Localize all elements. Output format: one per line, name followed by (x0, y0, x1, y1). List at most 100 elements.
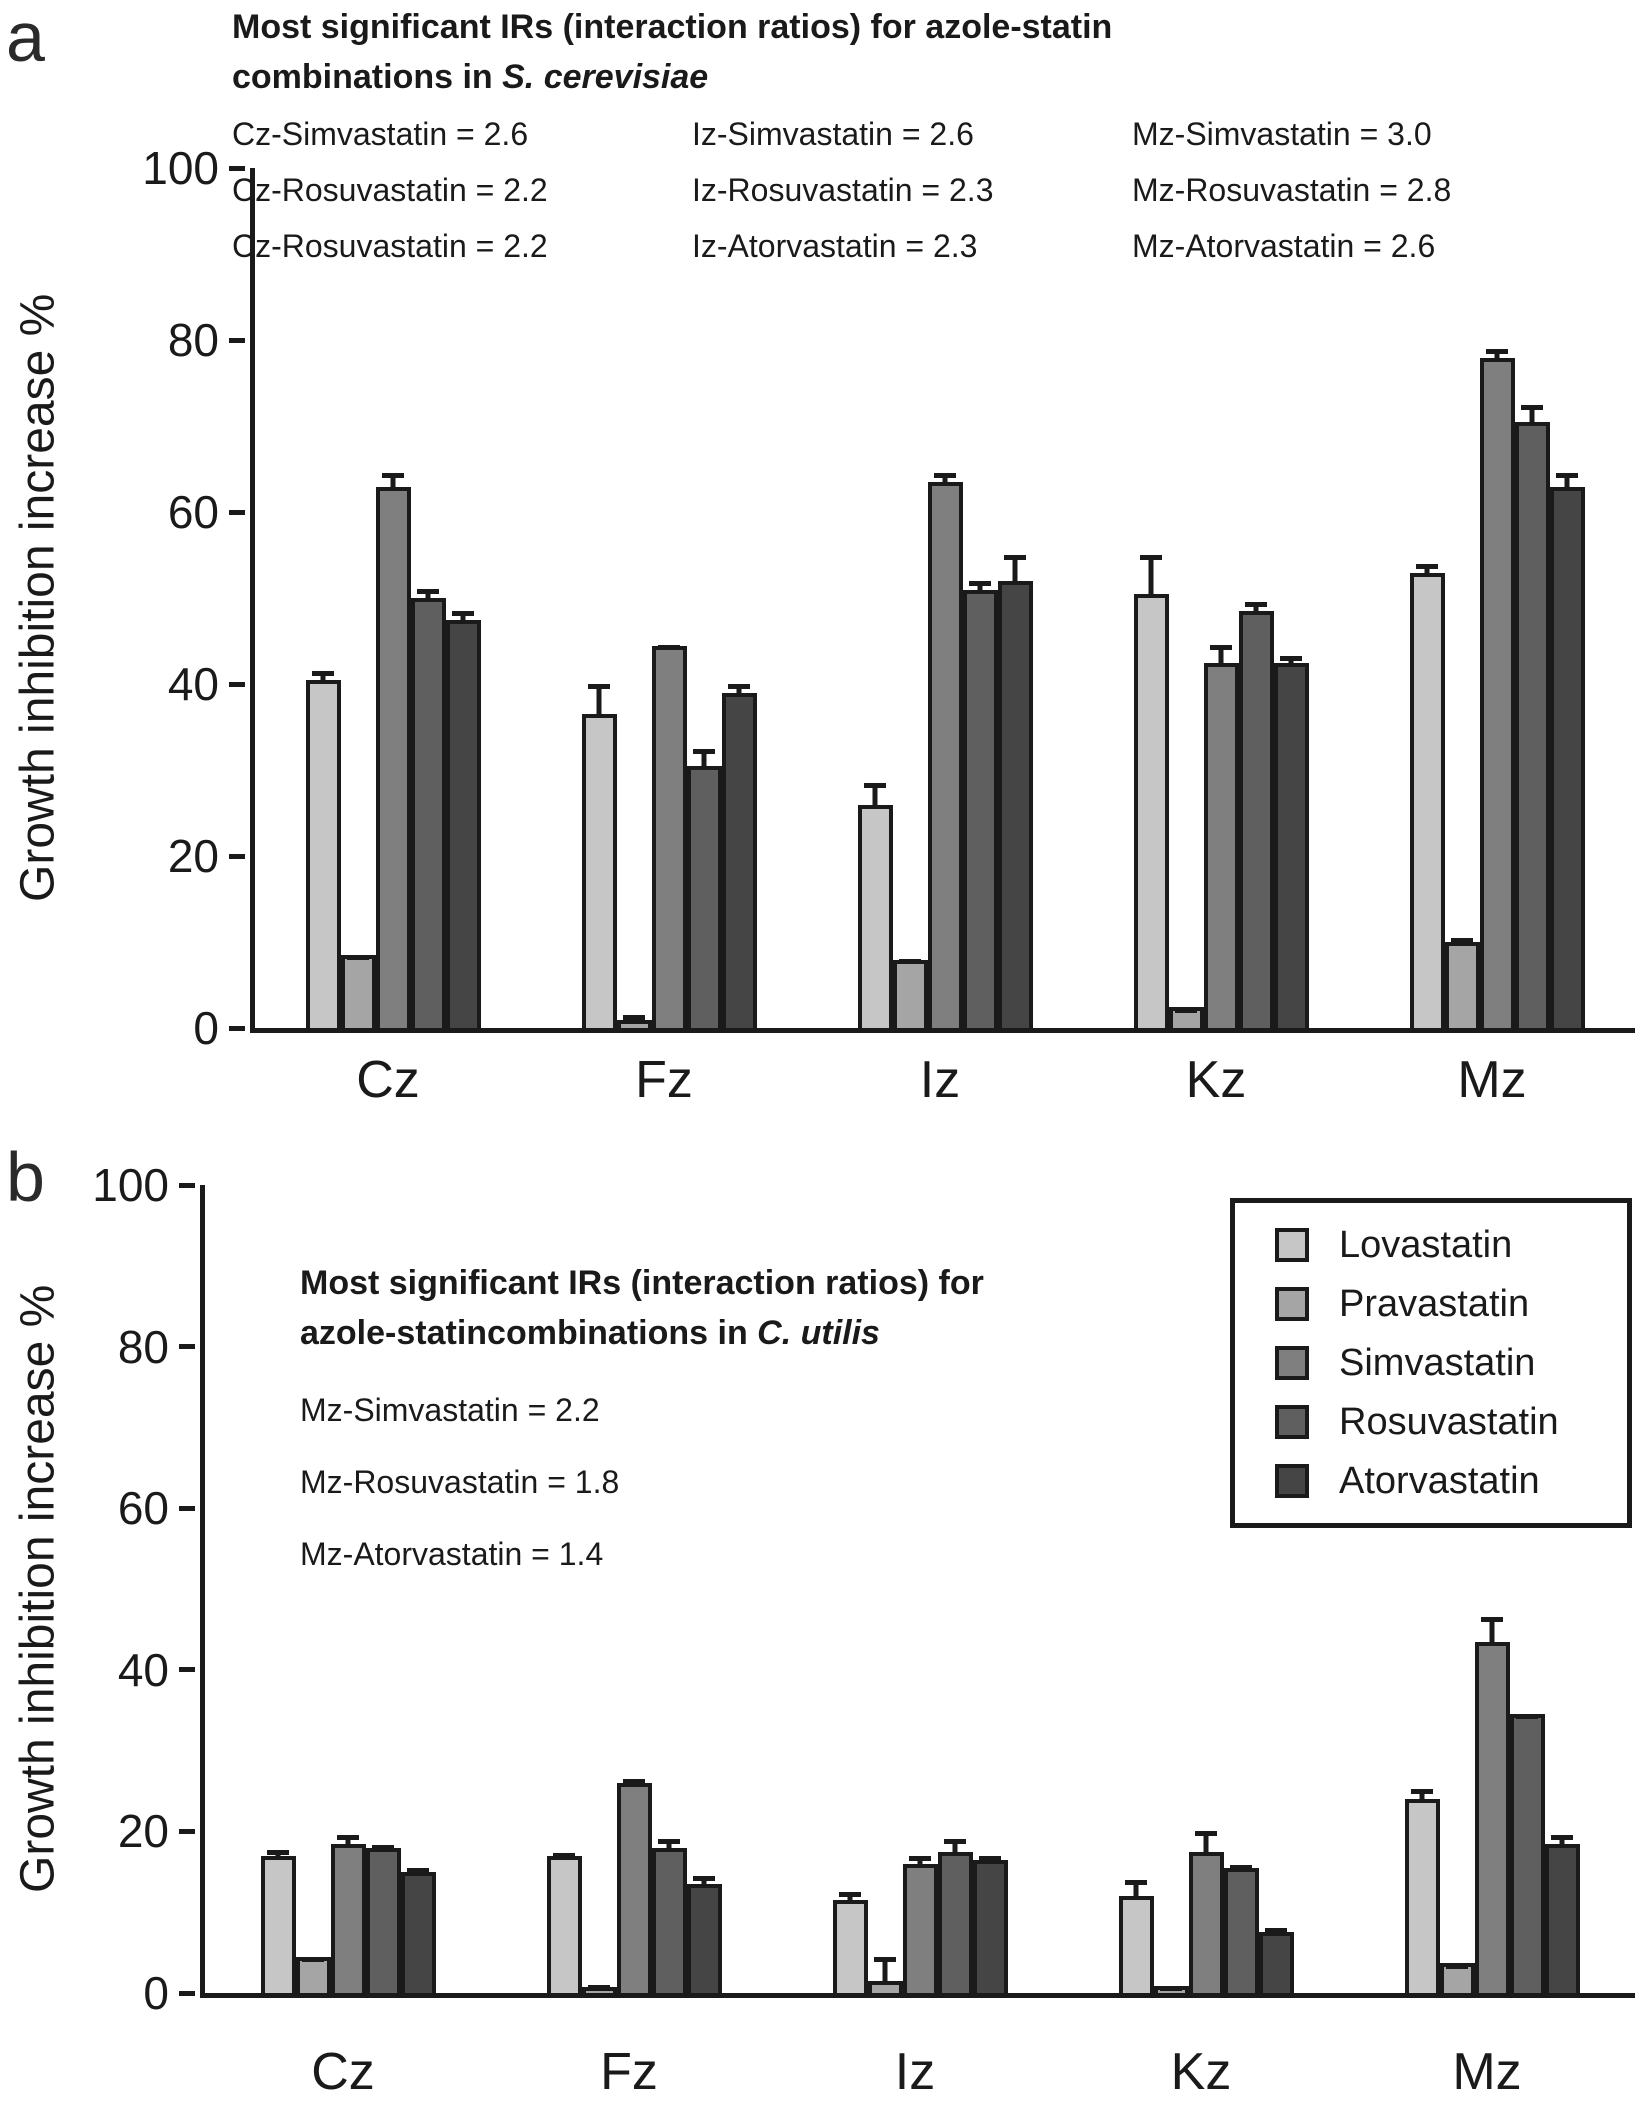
error-bar (1521, 404, 1543, 426)
bar-lovastatin-mz (1409, 563, 1445, 1028)
bar-simvastatin-kz (1188, 1831, 1224, 1993)
bar-rosuvastatin-cz (365, 1845, 401, 1993)
bar-atorvastatin-fz (721, 684, 757, 1028)
bar-simvastatin-fz (616, 1778, 652, 1993)
bar-atorvastatin-cz (445, 610, 481, 1028)
annotation-line: Cz-Rosuvastatin = 2.2 (232, 228, 548, 264)
error-bar (1411, 1788, 1433, 1804)
panel-a-x-axis-labels: Cz Fz Iz Kz Mz (250, 1050, 1630, 1110)
error-bar (979, 1855, 1001, 1864)
species-name-italic: S. cerevisiae (502, 58, 709, 96)
error-bar (1280, 655, 1302, 667)
bar-atorvastatin-mz (1544, 1835, 1580, 1993)
error-bar (1446, 1963, 1468, 1969)
error-bar (588, 1984, 610, 1992)
legend-item-lovastatin: Lovastatin (1275, 1226, 1627, 1264)
bar-simvastatin-mz (1479, 348, 1515, 1028)
bar-pravastatin-kz (1153, 1985, 1189, 1993)
error-bar (623, 1015, 645, 1024)
bar-simvastatin-iz (902, 1856, 938, 1993)
bar-lovastatin-fz (581, 684, 617, 1028)
panel-a-annotations-iz: Iz-Simvastatin = 2.6 Iz-Rosuvastatin = 2… (692, 106, 993, 274)
error-bar (407, 1867, 429, 1876)
panel-a-group-mz (1359, 168, 1635, 1028)
bar-pravastatin-fz (616, 1015, 652, 1028)
legend-label: Atorvastatin (1339, 1460, 1540, 1502)
bar-pravastatin-kz (1168, 1006, 1204, 1028)
panel-a-annotations-mz: Mz-Simvastatin = 3.0 Mz-Rosuvastatin = 2… (1132, 106, 1451, 274)
bar-atorvastatin-fz (686, 1875, 722, 1993)
error-bar (864, 782, 886, 809)
legend-label: Simvastatin (1339, 1342, 1536, 1384)
error-bar (658, 645, 680, 651)
y-tick-100: 100 (92, 1162, 195, 1208)
legend-label: Lovastatin (1339, 1224, 1513, 1266)
error-bar (1175, 1008, 1197, 1014)
panel-b-group-fz (491, 1185, 777, 1993)
bar-atorvastatin-kz (1258, 1928, 1294, 1993)
error-bar (1486, 348, 1508, 362)
y-tick-80: 80 (118, 1324, 195, 1370)
bar-atorvastatin-kz (1273, 655, 1309, 1028)
y-tick-80: 80 (168, 317, 245, 363)
panel-b-title-line1: Most significant IRs (interaction ratios… (300, 1264, 984, 1302)
error-bar (909, 1856, 931, 1868)
error-bar (452, 610, 474, 624)
panel-a-group-kz (1083, 168, 1359, 1028)
x-label-iz: Iz (894, 2043, 936, 2101)
annotation-line: Iz-Rosuvastatin = 2.3 (692, 172, 994, 208)
error-bar (1210, 645, 1232, 667)
bar-rosuvastatin-fz (651, 1838, 687, 1993)
panel-a-plot-area (250, 168, 1635, 1033)
bar-rosuvastatin-iz (937, 1839, 973, 1993)
error-bar (944, 1839, 966, 1856)
pravastatin-swatch-icon (1275, 1287, 1309, 1321)
panel-a-group-fz (531, 168, 807, 1028)
error-bar (1004, 555, 1026, 586)
panel-b-group-mz (1349, 1185, 1635, 1993)
bar-rosuvastatin-kz (1223, 1865, 1259, 1993)
bar-lovastatin-kz (1118, 1879, 1154, 1993)
error-bar (1160, 1985, 1182, 1991)
error-bar (1451, 937, 1473, 947)
annotation-line: Cz-Simvastatin = 2.6 (232, 116, 529, 152)
bar-lovastatin-iz (832, 1892, 868, 1993)
bar-simvastatin-fz (651, 645, 687, 1028)
annotation-line: Mz-Rosuvastatin = 2.8 (1132, 172, 1452, 208)
bar-lovastatin-cz (305, 671, 341, 1028)
panel-b-letter: b (6, 1138, 45, 1216)
bar-lovastatin-iz (857, 782, 893, 1028)
error-bar (1195, 1831, 1217, 1856)
error-bar (839, 1892, 861, 1905)
bar-pravastatin-iz (892, 959, 928, 1028)
bar-rosuvastatin-mz (1514, 404, 1550, 1028)
legend-label: Rosuvastatin (1339, 1401, 1559, 1443)
legend-item-simvastatin: Simvastatin (1275, 1344, 1627, 1382)
error-bar (588, 684, 610, 719)
x-label-fz: Fz (600, 2043, 658, 2101)
error-bar (623, 1778, 645, 1787)
rosuvastatin-swatch-icon (1275, 1405, 1309, 1439)
legend-label: Pravastatin (1339, 1283, 1530, 1325)
bar-lovastatin-fz (546, 1853, 582, 1993)
error-bar (693, 748, 715, 770)
error-bar (417, 589, 439, 603)
error-bar (1265, 1928, 1287, 1937)
bar-lovastatin-kz (1133, 555, 1169, 1028)
atorvastatin-swatch-icon (1275, 1464, 1309, 1498)
bar-atorvastatin-cz (400, 1867, 436, 1993)
x-label-fz: Fz (635, 1051, 693, 1109)
error-bar (382, 473, 404, 491)
panel-a-title: Most significant IRs (interaction ratios… (232, 2, 1112, 102)
panel-b-plot-area (200, 1185, 1635, 1998)
error-bar (337, 1834, 359, 1848)
lovastatin-swatch-icon (1275, 1228, 1309, 1262)
error-bar (1416, 563, 1438, 577)
y-tick-60: 60 (118, 1485, 195, 1531)
error-bar (372, 1845, 394, 1852)
error-bar (1556, 473, 1578, 491)
y-tick-0: 0 (193, 1005, 245, 1051)
y-tick-40: 40 (118, 1647, 195, 1693)
x-label-cz: Cz (356, 1051, 420, 1109)
bar-atorvastatin-iz (972, 1855, 1008, 1993)
